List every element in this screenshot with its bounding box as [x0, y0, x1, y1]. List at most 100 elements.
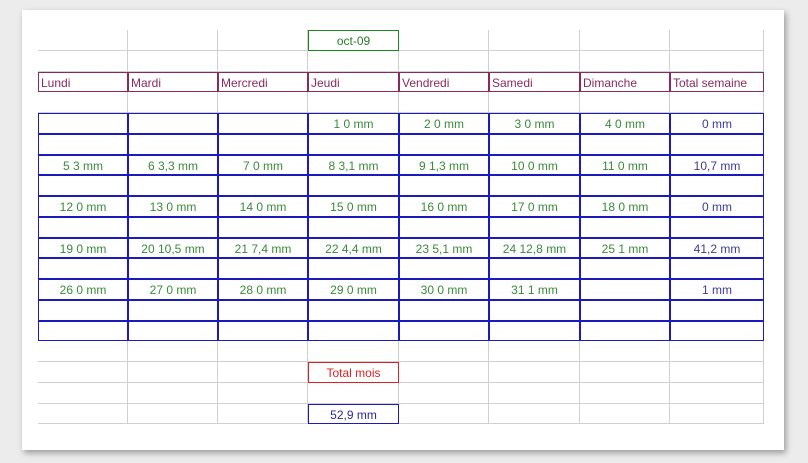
table-cell[interactable] [399, 175, 489, 196]
grid-cell[interactable] [670, 30, 764, 51]
grid-cell[interactable] [489, 382, 580, 404]
month-total-value[interactable]: 52,9 mm [308, 403, 399, 425]
day-cell[interactable]: 22 4,4 mm [308, 237, 399, 259]
grid-cell[interactable] [308, 341, 399, 362]
table-cell[interactable] [399, 258, 489, 279]
table-cell[interactable] [38, 299, 128, 321]
table-cell[interactable] [580, 133, 670, 155]
grid-cell[interactable] [128, 50, 218, 72]
grid-cell[interactable] [399, 92, 489, 113]
grid-cell[interactable] [128, 362, 218, 383]
day-cell[interactable]: 7 0 mm [218, 154, 308, 176]
grid-cell[interactable] [308, 50, 399, 72]
grid-cell[interactable] [399, 341, 489, 362]
grid-cell[interactable] [580, 362, 670, 383]
table-cell[interactable] [399, 216, 489, 238]
table-cell[interactable] [489, 133, 580, 155]
table-cell[interactable] [218, 320, 308, 342]
grid-cell[interactable] [128, 92, 218, 113]
table-cell[interactable] [489, 320, 580, 342]
table-cell[interactable] [218, 113, 308, 134]
grid-cell[interactable] [580, 92, 670, 113]
day-cell[interactable]: 9 1,3 mm [399, 154, 489, 176]
grid-cell[interactable] [580, 341, 670, 362]
grid-cell[interactable] [580, 403, 670, 425]
grid-cell[interactable] [38, 50, 128, 72]
day-cell[interactable]: 19 0 mm [38, 237, 128, 259]
table-cell[interactable] [399, 320, 489, 342]
grid-cell[interactable] [38, 92, 128, 113]
day-cell[interactable]: 17 0 mm [489, 196, 580, 217]
grid-cell[interactable] [489, 362, 580, 383]
grid-cell[interactable] [38, 30, 128, 51]
day-cell[interactable]: 12 0 mm [38, 196, 128, 217]
grid-cell[interactable] [670, 92, 764, 113]
day-cell[interactable]: 13 0 mm [128, 196, 218, 217]
table-cell[interactable] [580, 216, 670, 238]
table-cell[interactable] [38, 258, 128, 279]
grid-cell[interactable] [128, 30, 218, 51]
table-cell[interactable] [580, 175, 670, 196]
day-header[interactable]: Lundi [38, 71, 128, 93]
day-cell[interactable]: 21 7,4 mm [218, 237, 308, 259]
table-cell[interactable] [38, 175, 128, 196]
grid-cell[interactable] [218, 30, 308, 51]
day-cell[interactable]: 29 0 mm [308, 279, 399, 300]
day-cell[interactable]: 3 0 mm [489, 113, 580, 134]
table-cell[interactable] [489, 299, 580, 321]
table-cell[interactable] [128, 299, 218, 321]
table-cell[interactable] [308, 258, 399, 279]
grid-cell[interactable] [218, 403, 308, 425]
day-cell[interactable]: 26 0 mm [38, 279, 128, 300]
grid-cell[interactable] [308, 382, 399, 404]
table-cell[interactable] [670, 133, 764, 155]
grid-cell[interactable] [38, 403, 128, 425]
grid-cell[interactable] [489, 50, 580, 72]
day-header[interactable]: Mercredi [218, 71, 308, 93]
table-cell[interactable] [38, 320, 128, 342]
grid-cell[interactable] [399, 50, 489, 72]
table-cell[interactable] [128, 216, 218, 238]
grid-cell[interactable] [580, 50, 670, 72]
grid-cell[interactable] [489, 30, 580, 51]
grid-cell[interactable] [670, 362, 764, 383]
grid-cell[interactable] [670, 50, 764, 72]
grid-cell[interactable] [399, 403, 489, 425]
day-cell[interactable]: 27 0 mm [128, 279, 218, 300]
day-cell[interactable]: 23 5,1 mm [399, 237, 489, 259]
day-cell[interactable]: 4 0 mm [580, 113, 670, 134]
table-cell[interactable] [489, 216, 580, 238]
grid-cell[interactable] [670, 382, 764, 404]
grid-cell[interactable] [489, 403, 580, 425]
table-cell[interactable] [218, 299, 308, 321]
day-cell[interactable]: 16 0 mm [399, 196, 489, 217]
day-cell[interactable]: 24 12,8 mm [489, 237, 580, 259]
day-header[interactable]: Dimanche [580, 71, 670, 93]
table-cell[interactable] [308, 320, 399, 342]
table-cell[interactable] [38, 113, 128, 134]
table-cell[interactable] [670, 258, 764, 279]
table-cell[interactable] [308, 133, 399, 155]
day-cell[interactable]: 28 0 mm [218, 279, 308, 300]
week-total[interactable]: 0 mm [670, 196, 764, 217]
grid-cell[interactable] [38, 382, 128, 404]
week-total[interactable]: 0 mm [670, 113, 764, 134]
grid-cell[interactable] [489, 92, 580, 113]
table-cell[interactable] [38, 133, 128, 155]
day-header[interactable]: Mardi [128, 71, 218, 93]
month-title[interactable]: oct-09 [308, 30, 399, 51]
grid-cell[interactable] [580, 382, 670, 404]
week-total[interactable]: 10,7 mm [670, 154, 764, 176]
table-cell[interactable] [128, 320, 218, 342]
grid-cell[interactable] [399, 362, 489, 383]
table-cell[interactable] [128, 175, 218, 196]
table-cell[interactable] [670, 299, 764, 321]
day-cell[interactable]: 1 0 mm [308, 113, 399, 134]
table-cell[interactable] [308, 299, 399, 321]
grid-cell[interactable] [218, 92, 308, 113]
day-header[interactable]: Jeudi [308, 71, 399, 93]
day-header[interactable]: Samedi [489, 71, 580, 93]
table-cell[interactable] [128, 113, 218, 134]
table-cell[interactable] [670, 216, 764, 238]
grid-cell[interactable] [128, 382, 218, 404]
